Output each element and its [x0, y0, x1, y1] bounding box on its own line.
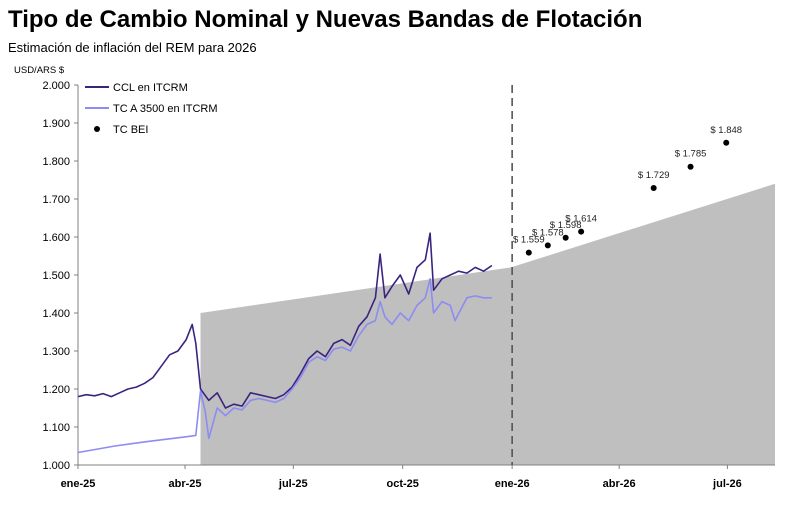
- chart-subtitle: Estimación de inflación del REM para 202…: [8, 40, 257, 55]
- tc-bei-point-label: $ 1.614: [565, 214, 597, 225]
- series-line-1: [77, 277, 492, 454]
- y-tick-label: 2.000: [42, 80, 70, 92]
- tc-bei-point-label: $ 1.598: [550, 220, 582, 231]
- legend-label-0: CCL en ITCRM: [113, 82, 188, 94]
- y-tick-label: 1.100: [42, 422, 70, 434]
- tc-bei-point: [687, 163, 694, 170]
- tc-bei-point-label: $ 1.578: [532, 227, 564, 238]
- y-tick-label: 1.400: [42, 308, 70, 320]
- legend-label-1: TC A 3500 en ITCRM: [113, 103, 218, 115]
- series-line-0: [77, 232, 493, 409]
- chart-title: Tipo de Cambio Nominal y Nuevas Bandas d…: [8, 6, 643, 33]
- y-tick-label: 1.700: [42, 194, 70, 206]
- x-tick-label: abr-25: [169, 478, 202, 490]
- tc-bei-point-label: $ 1.785: [675, 149, 707, 160]
- y-tick-label: 1.800: [42, 156, 70, 168]
- flotation-band-area: [200, 183, 775, 466]
- tc-bei-point-label: $ 1.729: [638, 170, 670, 181]
- tc-bei-point: [525, 249, 532, 256]
- y-tick-label: 1.500: [42, 270, 70, 282]
- y-tick-label: 1.200: [42, 384, 70, 396]
- tc-bei-point: [723, 139, 730, 146]
- tc-bei-point: [562, 234, 569, 241]
- y-tick-label: 1.900: [42, 118, 70, 130]
- x-tick-label: ene-26: [495, 478, 530, 490]
- tc-bei-point: [544, 242, 551, 249]
- y-axis-unit-label: USD/ARS $: [14, 65, 65, 76]
- x-tick-label: abr-26: [603, 478, 636, 490]
- tc-bei-point-label: $ 1.848: [710, 125, 742, 136]
- tc-bei-point: [578, 228, 585, 235]
- legend-label-2: TC BEI: [113, 124, 148, 136]
- x-tick-label: oct-25: [387, 478, 419, 490]
- y-tick-label: 1.600: [42, 232, 70, 244]
- legend-marker-2: [94, 126, 100, 132]
- tc-bei-point-label: $ 1.559: [513, 235, 545, 246]
- y-tick-label: 1.000: [42, 460, 70, 472]
- x-tick-label: jul-26: [712, 478, 742, 490]
- tc-bei-point: [650, 184, 657, 191]
- y-tick-label: 1.300: [42, 346, 70, 358]
- x-tick-label: jul-25: [278, 478, 308, 490]
- x-tick-label: ene-25: [61, 478, 96, 490]
